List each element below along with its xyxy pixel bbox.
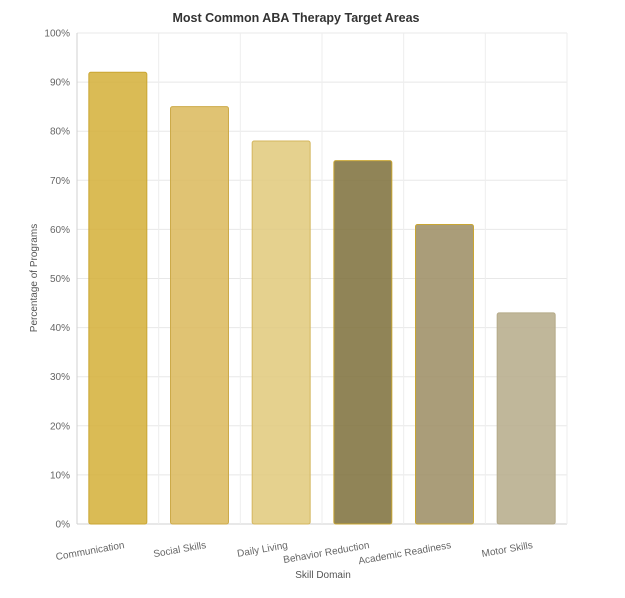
x-axis-label: Skill Domain [295,570,351,581]
y-axis-label: Percentage of Programs [29,224,40,332]
bar [333,160,393,525]
bar [88,71,148,525]
y-tick-label: 70% [50,176,70,187]
y-tick-label: 90% [50,78,70,89]
chart-title: Most Common ABA Therapy Target Areas [172,11,419,25]
bars [88,71,556,525]
x-tick-label: Motor Skills [481,540,534,560]
gridlines [76,32,568,525]
y-axis-ticks: 0% 10% 20% 30% 40% 50% 60% 70% 80% 90% 100% [44,29,70,531]
x-axis-ticks: Communication Social Skills Daily LivingBe… [55,540,534,567]
y-tick-label: 0% [56,520,71,531]
y-tick-label: 60% [50,225,70,236]
x-tick-label: Academic Readiness [358,540,452,567]
y-tick-label: 10% [50,470,70,481]
bar [496,312,556,525]
bar [251,140,311,525]
x-tick-label: Social Skills [153,540,207,560]
x-tick-label: Communication [55,540,125,563]
x-tick-label: Behavior Reduction [282,540,370,566]
bar [415,223,474,525]
y-tick-label: 80% [50,127,70,138]
y-tick-label: 20% [50,421,70,432]
y-tick-label: 40% [50,323,70,334]
bar [170,106,229,525]
y-tick-label: 50% [50,274,70,285]
x-tick-label: Daily Living [236,540,288,560]
y-tick-label: 30% [50,372,70,383]
y-tick-label: 100% [44,29,70,40]
